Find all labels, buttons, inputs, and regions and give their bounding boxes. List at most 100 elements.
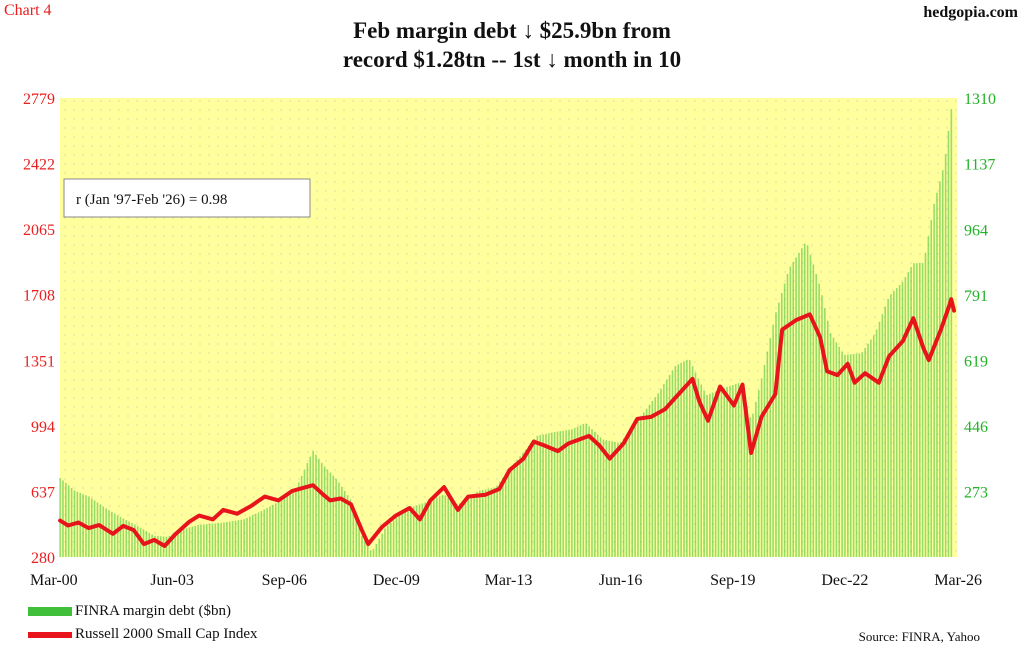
margin-debt-bar xyxy=(835,342,838,557)
margin-debt-bar xyxy=(617,442,619,557)
margin-debt-bar xyxy=(326,469,329,557)
margin-debt-bar xyxy=(418,504,421,557)
margin-debt-bar xyxy=(231,521,234,557)
right-axis-tick-label: 791 xyxy=(964,288,988,305)
margin-debt-bar xyxy=(688,360,691,557)
margin-debt-bar xyxy=(527,445,530,557)
margin-debt-bar xyxy=(424,502,427,557)
x-axis-tick-label: Sep-19 xyxy=(710,572,755,589)
margin-debt-bar xyxy=(369,550,372,557)
margin-debt-bar xyxy=(901,281,904,557)
margin-debt-bar xyxy=(907,272,910,557)
margin-debt-bar xyxy=(487,488,490,557)
margin-debt-bar xyxy=(875,329,878,557)
chart-number-label: Chart 4 xyxy=(4,2,52,19)
margin-debt-bar xyxy=(602,439,605,557)
margin-debt-bar xyxy=(930,220,933,557)
left-axis-tick-label: 1351 xyxy=(23,353,55,370)
margin-debt-bar xyxy=(516,459,519,557)
left-axis: 280 637 994 1351 1708 2065 2422 2779 xyxy=(23,91,55,567)
margin-debt-bar xyxy=(433,498,435,557)
margin-debt-bar xyxy=(93,500,96,557)
right-axis-tick-label: 1310 xyxy=(964,91,996,108)
correlation-annotation: r (Jan '97-Feb '26) = 0.98 xyxy=(63,178,311,218)
margin-debt-bar xyxy=(159,536,162,557)
margin-debt-bar xyxy=(849,354,852,557)
margin-debt-bar xyxy=(916,263,918,557)
margin-debt-bar xyxy=(338,482,340,557)
margin-debt-bar xyxy=(182,528,185,557)
margin-debt-bar xyxy=(832,337,835,557)
margin-debt-bar xyxy=(530,442,533,557)
left-axis-tick-label: 994 xyxy=(31,419,55,436)
margin-debt-bar xyxy=(496,485,498,557)
margin-debt-bar xyxy=(829,333,832,557)
margin-debt-bar xyxy=(841,351,843,557)
margin-debt-bar xyxy=(286,495,289,557)
margin-debt-bar xyxy=(671,370,674,557)
margin-debt-bar xyxy=(467,497,470,557)
margin-debt-bar xyxy=(404,510,406,557)
annotation-text: r (Jan '97-Feb '26) = 0.98 xyxy=(76,192,227,208)
margin-debt-bar xyxy=(717,390,720,557)
margin-debt-bar xyxy=(67,485,70,557)
legend-label-margin-debt: FINRA margin debt ($bn) xyxy=(75,603,231,619)
margin-debt-bar xyxy=(898,285,901,557)
margin-debt-bar xyxy=(550,432,553,557)
margin-debt-bar xyxy=(208,523,211,557)
margin-debt-bar xyxy=(65,483,67,557)
margin-debt-bar xyxy=(703,390,705,557)
margin-debt-bar xyxy=(378,538,381,557)
annotation-box xyxy=(63,178,311,218)
margin-debt-bar xyxy=(303,469,306,557)
margin-debt-bar xyxy=(438,496,441,557)
margin-debt-bar xyxy=(366,545,369,557)
margin-debt-bar xyxy=(358,527,360,557)
margin-debt-bar xyxy=(806,245,809,558)
legend-label-russell-2000: Russell 2000 Small Cap Index xyxy=(75,626,258,642)
margin-debt-bar xyxy=(502,477,504,557)
margin-debt-bar xyxy=(392,520,395,557)
margin-debt-bar xyxy=(921,263,924,557)
margin-debt-bar xyxy=(372,549,375,557)
margin-debt-bar xyxy=(941,170,944,557)
margin-debt-bar xyxy=(490,488,493,557)
margin-debt-bar xyxy=(766,351,769,557)
x-axis-tick-label: Jun-03 xyxy=(150,572,194,589)
margin-debt-bar xyxy=(737,383,740,557)
margin-debt-bar xyxy=(714,391,717,557)
russell-2000-line-layer xyxy=(58,297,956,548)
margin-debt-bar xyxy=(220,522,222,557)
left-axis-tick-label: 637 xyxy=(31,484,55,501)
margin-debt-bar xyxy=(763,364,766,557)
margin-debt-bar xyxy=(709,393,711,557)
margin-debt-bar xyxy=(674,365,677,557)
margin-debt-bar xyxy=(410,507,412,557)
margin-debt-bar xyxy=(619,442,622,557)
x-axis-tick-label: Dec-09 xyxy=(373,572,420,589)
margin-debt-bar xyxy=(812,264,815,557)
margin-debt-bar xyxy=(257,512,260,557)
margin-debt-bar xyxy=(838,346,841,557)
margin-debt-bar xyxy=(119,516,122,557)
margin-debt-bar xyxy=(228,521,231,557)
margin-debt-bar xyxy=(519,456,521,557)
margin-debt-bar xyxy=(697,378,700,557)
margin-debt-bar xyxy=(277,501,280,557)
margin-debt-bar xyxy=(852,353,855,557)
margin-debt-bar xyxy=(188,527,191,557)
margin-debt-bar xyxy=(306,463,309,557)
margin-debt-bar xyxy=(269,506,271,557)
margin-debt-bar xyxy=(640,416,642,557)
margin-debt-bar xyxy=(700,384,703,557)
margin-debt-bar xyxy=(96,502,99,557)
margin-debt-bar xyxy=(746,406,749,557)
margin-debt-bar xyxy=(473,493,475,557)
margin-debt-bar xyxy=(752,413,754,557)
margin-debt-bar xyxy=(453,501,455,557)
margin-debt-bars xyxy=(59,109,953,558)
margin-debt-bar xyxy=(157,536,159,557)
margin-debt-bar xyxy=(375,543,378,557)
margin-debt-bar xyxy=(246,517,248,557)
margin-debt-bar xyxy=(642,412,645,557)
